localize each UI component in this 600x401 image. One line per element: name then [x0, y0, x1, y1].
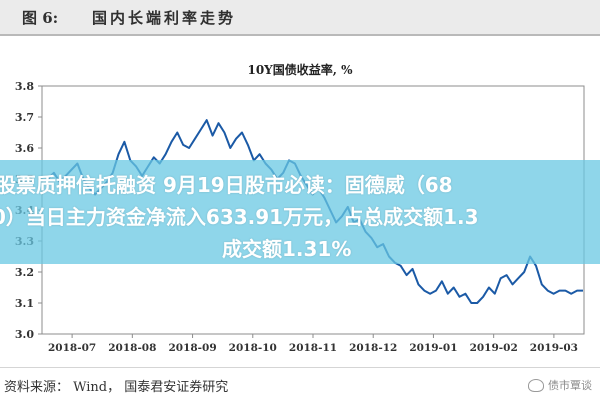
y-tick-label: 3.6: [15, 142, 34, 155]
y-tick-label: 3.1: [15, 297, 34, 310]
y-tick-label: 3.2: [15, 266, 34, 279]
chart-title: 10Y国债收益率, %: [247, 62, 353, 77]
watermark-text: 债市覃谈: [548, 379, 592, 392]
x-tick-label: 2018-10: [229, 342, 277, 354]
x-tick-label: 2018-09: [168, 342, 216, 354]
watermark: 债市覃谈: [528, 377, 592, 393]
news-overlay-line-2[interactable]: 0）当日主力资金净流入633.91万元，占总成交额1.3: [0, 205, 479, 229]
wechat-icon: [528, 378, 544, 392]
figure-title: 国内长端利率走势: [92, 9, 237, 27]
news-overlay-band: [0, 160, 600, 264]
x-tick-label: 2018-11: [289, 342, 337, 354]
y-tick-label: 3.7: [15, 111, 34, 124]
y-tick-label: 3.0: [15, 328, 34, 341]
x-tick-label: 2018-08: [108, 342, 156, 354]
y-tick-label: 3.8: [15, 80, 34, 93]
x-tick-label: 2018-12: [349, 342, 397, 354]
news-overlay-line-1[interactable]: 股票质押信托融资 9月19日股市必读：固德威（68: [0, 173, 453, 197]
figure-footer: 资料来源： Wind， 国泰君安证券研究 债市覃谈: [0, 367, 600, 401]
news-overlay-line-3[interactable]: 成交额1.31%: [222, 237, 352, 261]
x-tick-label: 2018-07: [48, 342, 96, 354]
x-tick-label: 2019-03: [530, 342, 578, 354]
x-tick-label: 2019-01: [409, 342, 457, 354]
figure-header: 图 6: 国内长端利率走势: [0, 0, 600, 36]
figure-label: 图 6:: [22, 9, 59, 27]
data-source: 资料来源： Wind， 国泰君安证券研究: [4, 380, 229, 395]
x-tick-label: 2019-02: [470, 342, 518, 354]
